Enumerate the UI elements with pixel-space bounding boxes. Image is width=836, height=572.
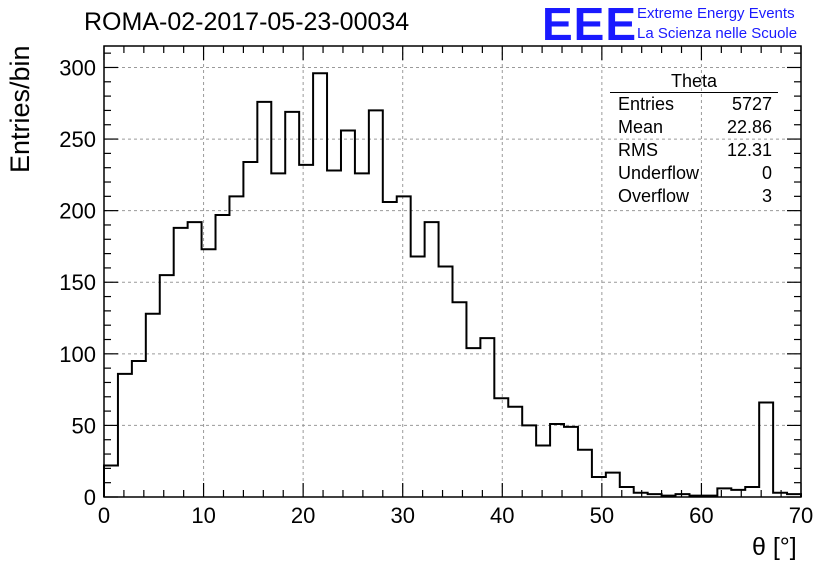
histogram-bin bbox=[717, 488, 731, 497]
histogram-bin bbox=[104, 466, 118, 497]
histogram-bin bbox=[564, 427, 578, 497]
histogram-bin bbox=[369, 110, 383, 497]
y-tick-label: 250 bbox=[59, 127, 96, 152]
histogram-bin bbox=[620, 487, 634, 497]
histogram-outline bbox=[103, 72, 802, 497]
histogram-bin bbox=[313, 73, 327, 497]
x-tick-label: 50 bbox=[590, 503, 614, 528]
histogram-bin bbox=[453, 302, 467, 497]
histogram-bin bbox=[160, 275, 174, 497]
histogram-bin bbox=[229, 196, 243, 497]
histogram-bin bbox=[271, 173, 285, 497]
histogram-bin bbox=[508, 407, 522, 497]
histogram-bin bbox=[285, 112, 299, 497]
histogram-bin bbox=[536, 445, 550, 497]
histogram-bin bbox=[439, 266, 453, 497]
y-tick-label: 300 bbox=[59, 55, 96, 80]
histogram-bin bbox=[383, 202, 397, 497]
histogram-bin bbox=[411, 256, 425, 497]
x-tick-label: 60 bbox=[689, 503, 713, 528]
histogram-bin bbox=[592, 477, 606, 497]
brand-text: Extreme Energy Events La Scienza nelle S… bbox=[637, 4, 797, 44]
y-tick-label: 150 bbox=[59, 270, 96, 295]
histogram-bin bbox=[578, 450, 592, 497]
histogram-bin bbox=[480, 338, 494, 497]
brand-line-2: La Scienza nelle Scuole bbox=[637, 25, 798, 42]
x-tick-label: 40 bbox=[490, 503, 514, 528]
run-title: ROMA-02-2017-05-23-00034 bbox=[84, 8, 410, 36]
stats-row-entries: Entries 5727 bbox=[610, 93, 778, 116]
x-tick-label: 10 bbox=[191, 503, 215, 528]
stats-value: 0 bbox=[761, 163, 772, 183]
histogram-bin bbox=[494, 398, 508, 497]
histogram-bin bbox=[745, 487, 759, 497]
axes bbox=[103, 45, 802, 498]
stats-title: Theta bbox=[610, 71, 778, 93]
stats-label: Mean bbox=[618, 117, 664, 137]
histogram-bin bbox=[466, 348, 480, 497]
plot-frame bbox=[103, 45, 802, 498]
histogram-bin bbox=[341, 130, 355, 497]
histogram-bin bbox=[146, 314, 160, 497]
x-tick-label: 20 bbox=[291, 503, 315, 528]
y-axis-label: Entries/bin bbox=[5, 45, 35, 173]
stats-value: 3 bbox=[761, 186, 772, 206]
y-tick-label: 200 bbox=[59, 199, 96, 224]
stats-box: Theta Entries 5727 Mean 22.86 RMS 12.31 … bbox=[610, 71, 778, 208]
stats-label: Entries bbox=[618, 94, 675, 114]
stats-value: 12.31 bbox=[726, 140, 772, 160]
stats-row-mean: Mean 22.86 bbox=[610, 116, 778, 139]
histogram-bin bbox=[299, 165, 313, 497]
histogram-bin bbox=[731, 490, 745, 497]
histogram-bin bbox=[550, 424, 564, 497]
histogram-bin bbox=[759, 403, 773, 497]
histogram-bin bbox=[606, 473, 620, 497]
stats-label: Underflow bbox=[618, 163, 700, 183]
stats-row-rms: RMS 12.31 bbox=[610, 139, 778, 162]
histogram-bin bbox=[202, 249, 216, 497]
stats-value: 5727 bbox=[731, 94, 772, 114]
x-tick-label: 0 bbox=[98, 503, 110, 528]
x-axis-label: θ [°] bbox=[752, 533, 797, 561]
histogram-bin bbox=[522, 425, 536, 497]
histogram-bin bbox=[397, 196, 411, 497]
eee-logo: EEE bbox=[542, 0, 638, 50]
brand-line-1: Extreme Energy Events bbox=[637, 5, 795, 22]
histogram-bin bbox=[118, 374, 132, 497]
y-tick-label: 100 bbox=[59, 342, 96, 367]
stats-row-underflow: Underflow 0 bbox=[610, 162, 778, 185]
histogram-bin bbox=[216, 215, 230, 497]
y-tick-label: 50 bbox=[72, 413, 96, 438]
stats-row-overflow: Overflow 3 bbox=[610, 185, 778, 208]
histogram-bin bbox=[174, 228, 188, 497]
stats-label: Overflow bbox=[618, 186, 690, 206]
histogram-bin bbox=[257, 102, 271, 497]
stats-value: 22.86 bbox=[726, 117, 772, 137]
x-tick-label: 30 bbox=[390, 503, 414, 528]
histogram-bin bbox=[188, 222, 202, 497]
histogram-bin bbox=[355, 173, 369, 497]
histogram-bin bbox=[243, 162, 257, 497]
y-tick-label: 0 bbox=[84, 485, 96, 510]
histogram-bin bbox=[425, 222, 439, 497]
x-tick-label: 70 bbox=[789, 503, 813, 528]
histogram-bin bbox=[132, 361, 146, 497]
histogram-bin bbox=[327, 171, 341, 497]
stats-label: RMS bbox=[618, 140, 658, 160]
